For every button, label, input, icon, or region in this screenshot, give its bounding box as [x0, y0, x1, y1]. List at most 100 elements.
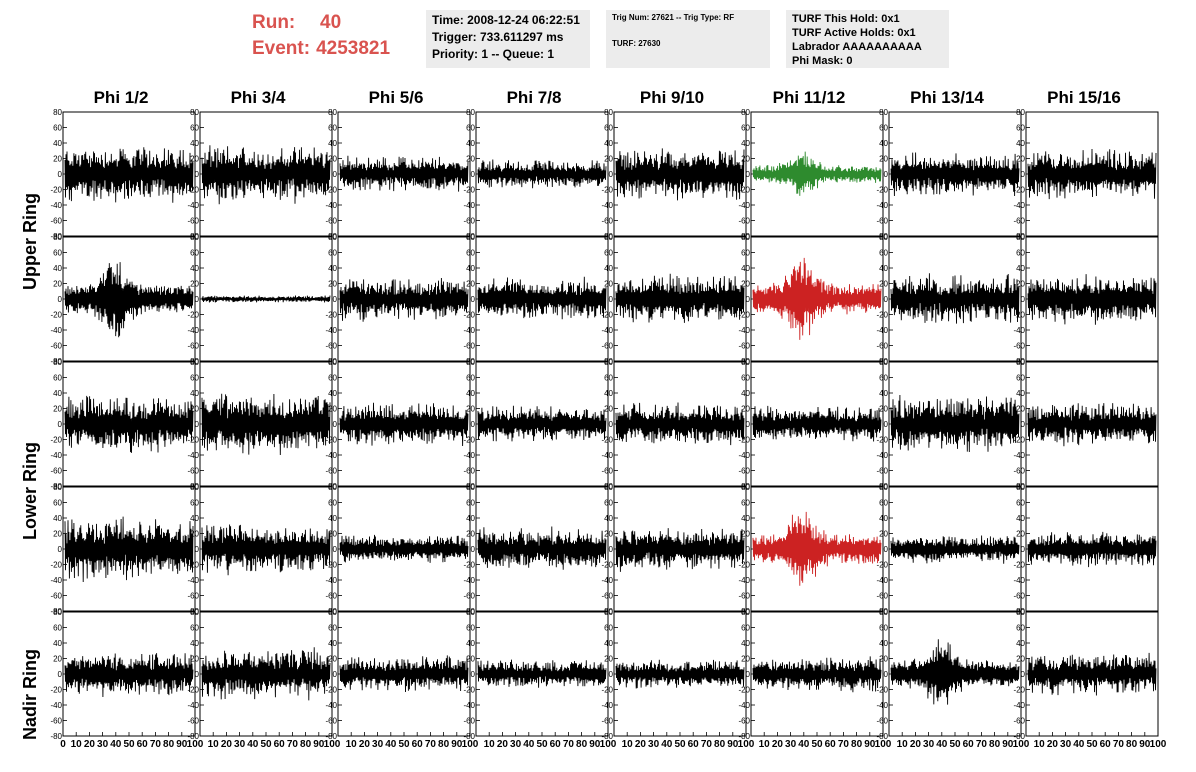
x-tick-label: 70	[838, 739, 850, 750]
y-tick-label: 20	[879, 405, 888, 414]
y-tick-label: -60	[738, 467, 750, 476]
x-tick-label: 40	[936, 739, 948, 750]
x-tick-label: 20	[635, 739, 647, 750]
y-tick-label: 40	[741, 514, 750, 523]
y-tick-label: -20	[876, 436, 888, 445]
y-tick-label: -20	[1013, 311, 1025, 320]
event-value: 4253821	[316, 38, 391, 59]
x-tick-label: 50	[811, 739, 823, 750]
y-tick-label: -20	[325, 561, 337, 570]
y-tick-label: 60	[466, 124, 475, 133]
y-tick-label: 40	[466, 139, 475, 148]
x-tick-label: 30	[923, 739, 935, 750]
y-tick-label: 80	[53, 233, 62, 242]
y-tick-label: -20	[738, 436, 750, 445]
y-tick-label: -60	[876, 592, 888, 601]
y-tick-label: -60	[463, 217, 475, 226]
x-tick-label: 100	[738, 739, 755, 750]
y-tick-label: 60	[604, 624, 613, 633]
y-tick-label: 0	[471, 295, 476, 304]
x-tick-label: 10	[71, 739, 83, 750]
y-tick-label: -40	[738, 201, 750, 210]
y-tick-label: 80	[879, 108, 888, 117]
x-tick-label: 90	[176, 739, 188, 750]
y-tick-label: 0	[58, 420, 63, 429]
y-tick-label: 20	[466, 280, 475, 289]
y-tick-label: -40	[876, 326, 888, 335]
y-tick-label: 80	[53, 108, 62, 117]
trig-info-panel: Trig Num: 27621 -- Trig Type: RF TURF: 2…	[606, 10, 770, 68]
run-event-box: Run: 40 Event: 4253821	[252, 10, 417, 66]
x-tick-label: 60	[963, 739, 975, 750]
y-tick-label: 60	[879, 249, 888, 258]
y-tick-label: -60	[876, 717, 888, 726]
y-tick-label: 40	[53, 514, 62, 523]
y-tick-label: -40	[601, 326, 613, 335]
y-tick-label: 40	[190, 264, 199, 273]
x-tick-label: 50	[536, 739, 548, 750]
y-tick-label: 20	[604, 155, 613, 164]
y-tick-label: -20	[876, 561, 888, 570]
y-tick-label: -40	[876, 451, 888, 460]
y-tick-label: 0	[471, 670, 476, 679]
y-tick-label: 0	[1021, 670, 1026, 679]
time-info-panel: Time: 2008-12-24 06:22:51 Trigger: 733.6…	[426, 10, 590, 68]
y-tick-label: 20	[604, 530, 613, 539]
y-tick-label: 40	[466, 639, 475, 648]
y-tick-label: 20	[53, 405, 62, 414]
y-tick-label: 20	[328, 155, 337, 164]
y-tick-label: 0	[884, 420, 889, 429]
x-tick-label: 10	[622, 739, 634, 750]
y-tick-label: -20	[50, 186, 62, 195]
y-tick-label: -40	[876, 701, 888, 710]
y-tick-label: -60	[601, 217, 613, 226]
y-tick-label: -60	[187, 342, 199, 351]
x-tick-label: 30	[510, 739, 522, 750]
y-tick-label: 80	[328, 358, 337, 367]
y-tick-label: 40	[328, 389, 337, 398]
y-tick-label: -80	[187, 732, 199, 741]
y-tick-label: -20	[50, 561, 62, 570]
y-tick-label: 20	[466, 405, 475, 414]
waveform-trace	[1027, 148, 1157, 200]
y-tick-label: -20	[325, 686, 337, 695]
y-tick-label: -80	[876, 732, 888, 741]
x-tick-label: 30	[97, 739, 109, 750]
y-tick-label: 40	[190, 639, 199, 648]
y-tick-label: -40	[50, 576, 62, 585]
y-tick-label: 20	[604, 280, 613, 289]
y-tick-label: 0	[58, 545, 63, 554]
waveform-trace	[890, 535, 1020, 564]
waveform-trace	[477, 276, 607, 320]
y-tick-label: 80	[879, 483, 888, 492]
y-tick-label: 0	[333, 170, 338, 179]
y-tick-label: -20	[738, 561, 750, 570]
y-tick-label: -40	[187, 576, 199, 585]
y-tick-label: 20	[328, 405, 337, 414]
y-tick-label: -40	[601, 451, 613, 460]
y-tick-label: 80	[190, 358, 199, 367]
y-tick-label: -60	[876, 467, 888, 476]
x-tick-label: 70	[563, 739, 575, 750]
y-tick-label: 40	[328, 264, 337, 273]
y-tick-label: 40	[466, 264, 475, 273]
y-tick-label: 20	[328, 530, 337, 539]
x-tick-label: 80	[300, 739, 312, 750]
y-tick-label: 80	[604, 233, 613, 242]
y-tick-label: -20	[601, 186, 613, 195]
y-tick-label: -40	[325, 701, 337, 710]
y-tick-label: 0	[609, 420, 614, 429]
x-tick-label: 10	[208, 739, 220, 750]
y-tick-label: 0	[471, 545, 476, 554]
y-tick-label: 0	[195, 170, 200, 179]
y-tick-label: 80	[1016, 233, 1025, 242]
y-tick-label: 40	[466, 514, 475, 523]
waveform-trace	[752, 257, 882, 340]
column-header: Phi 13/14	[910, 88, 984, 107]
y-tick-label: 20	[466, 530, 475, 539]
y-tick-label: -80	[463, 732, 475, 741]
